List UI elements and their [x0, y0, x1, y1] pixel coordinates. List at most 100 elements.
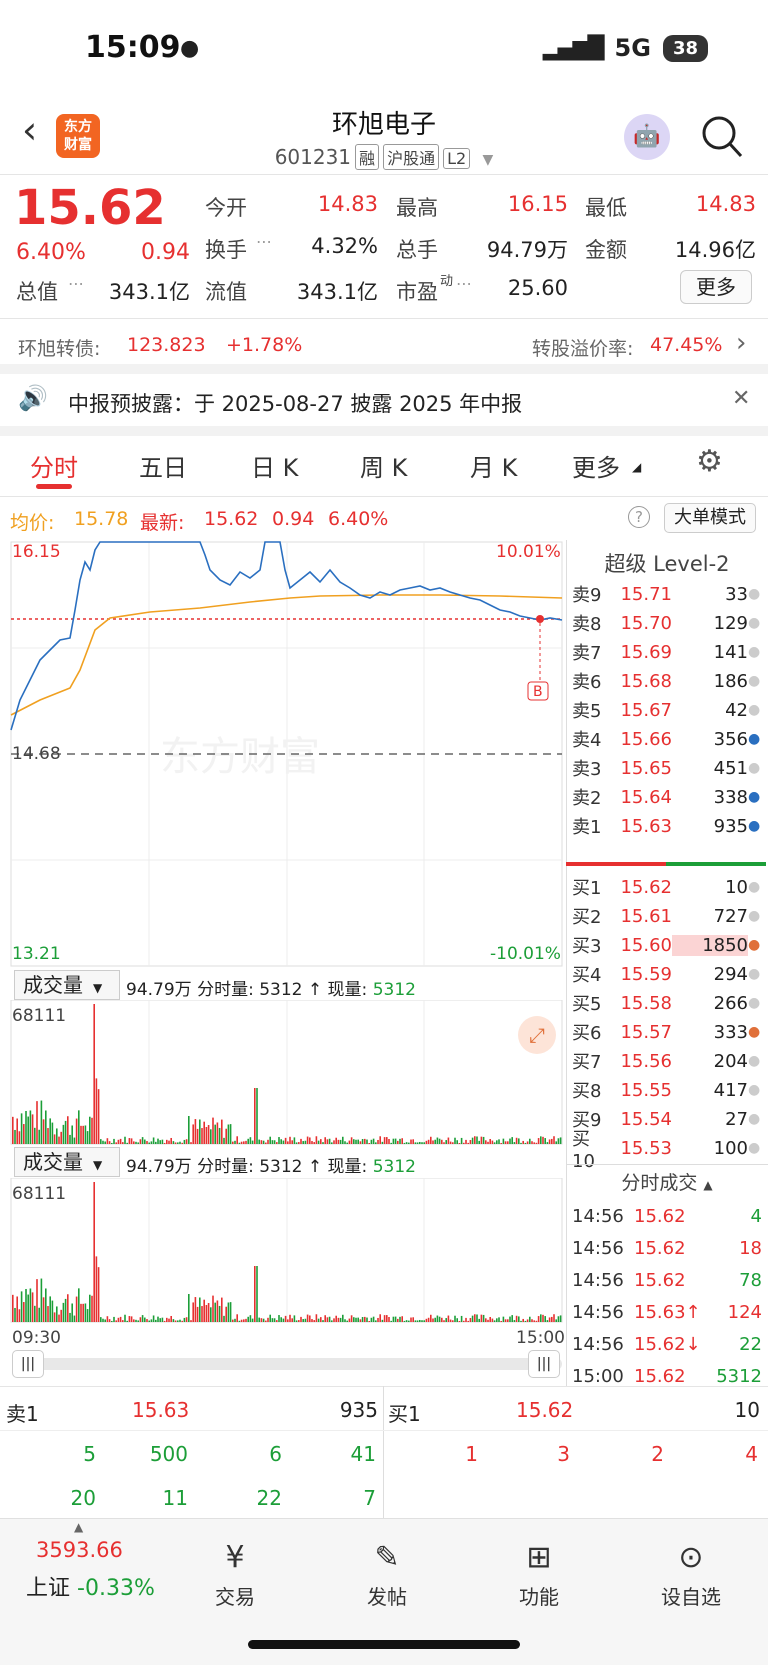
tab-more[interactable]: 更多 [572, 454, 620, 482]
stat-label: 总值 [16, 280, 58, 304]
volume-selector-2[interactable]: 成交量 ▼ [14, 1147, 120, 1177]
bid-row[interactable]: 买8 15.55 417 ● [572, 1075, 768, 1105]
volume-max: 68111 [12, 1006, 67, 1026]
trades-title[interactable]: 分时成交 ▲ [621, 1172, 713, 1194]
search-icon[interactable] [700, 114, 744, 160]
more-button[interactable]: 更多 [680, 270, 752, 304]
trade-price: 15.62 [634, 1205, 686, 1227]
depth-cell: 3 [557, 1442, 570, 1466]
trade-vol: 78 [739, 1269, 762, 1291]
nav-functions[interactable]: ⊞ 功能 [484, 1540, 594, 1610]
more-dots-icon: ⊙ [678, 1540, 704, 1575]
price-chart[interactable]: 东方财富 B [0, 540, 566, 970]
stat-label: 最高 [396, 196, 438, 220]
person-icon: ● [180, 36, 200, 61]
tab-week-k[interactable]: 周 K [360, 454, 408, 482]
bid-row[interactable]: 买6 15.57 333 ● [572, 1017, 768, 1047]
signal-icon: ▂▄▆█ [542, 35, 605, 61]
nav-post[interactable]: ✎ 发帖 [332, 1540, 442, 1610]
ask-row[interactable]: 卖6 15.68 186 ● [572, 666, 768, 696]
stock-code: 601231 [274, 145, 352, 169]
up-caret-icon: ▲ [74, 1520, 84, 1534]
nav-trade[interactable]: ¥ 交易 [180, 1540, 290, 1610]
stock-code-row[interactable]: 601231 融沪股通 L2 ▼ [0, 144, 768, 170]
ask-vol: 141 [713, 641, 748, 663]
bid-row[interactable]: 买2 15.61 727 ● [572, 901, 768, 931]
back-icon[interactable]: ‹ [22, 108, 38, 152]
ask-vol: 33 [725, 583, 748, 605]
ask-row[interactable]: 卖9 15.71 33 ● [572, 579, 768, 609]
bid-row[interactable]: 买5 15.58 266 ● [572, 988, 768, 1018]
big-order-button[interactable]: 大单模式 [664, 503, 756, 533]
expand-icon[interactable]: ⤢ [518, 1016, 556, 1054]
bid-row[interactable]: 买9 15.54 27 ● [572, 1104, 768, 1134]
bid-label: 买3 [572, 936, 602, 957]
info-icon[interactable]: ⋯ [256, 232, 272, 251]
bid-row[interactable]: 买7 15.56 204 ● [572, 1046, 768, 1076]
ask-row[interactable]: 卖8 15.70 129 ● [572, 608, 768, 638]
ask-label: 卖3 [572, 759, 602, 780]
dropdown-icon[interactable]: ▼ [482, 152, 494, 168]
gear-icon[interactable]: ⚙ [696, 444, 723, 479]
volume-info: 94.79万 分时量: 5312 ↑ 现量: 5312 [126, 980, 416, 1000]
stat-label: 最低 [585, 196, 627, 220]
trade-price: 15.62↓ [634, 1333, 701, 1355]
bid-row[interactable]: 买10 15.53 100 ● [572, 1129, 768, 1172]
ask-row[interactable]: 卖2 15.64 338 ● [572, 782, 768, 812]
bid-vol: 333 [713, 1021, 748, 1043]
time-scrollbar[interactable] [12, 1358, 562, 1370]
tab-indicator [36, 484, 72, 489]
battery-icon: 38 [662, 34, 708, 62]
scroll-handle-right[interactable]: ||| [528, 1350, 560, 1378]
premium-value: 47.45% [650, 334, 723, 356]
stat-turnover: 4.32% [311, 234, 378, 258]
stat-label: 金额 [585, 238, 627, 262]
volume-selector[interactable]: 成交量 ▼ [14, 970, 120, 1000]
bid-label: 买8 [572, 1081, 602, 1102]
notice-text[interactable]: 中报预披露：于 2025-08-27 披露 2025 年中报 [68, 392, 523, 416]
ask-price: 15.66 [620, 728, 672, 750]
bid-dot-icon: ● [748, 1082, 761, 1098]
ask-dot-icon: ● [748, 818, 761, 834]
ask-row[interactable]: 卖7 15.69 141 ● [572, 637, 768, 667]
nav-add-watchlist[interactable]: ⊙ 设自选 [636, 1540, 746, 1610]
bid-row[interactable]: 买3 15.60 1850 ● [572, 930, 768, 960]
ask-row[interactable]: 卖3 15.65 451 ● [572, 753, 768, 783]
ask-row[interactable]: 卖5 15.67 42 ● [572, 695, 768, 725]
info-icon[interactable]: ⋯ [68, 274, 84, 293]
tag-l2: L2 [443, 148, 471, 169]
tab-month-k[interactable]: 月 K [470, 454, 518, 482]
bid-dot-icon: ● [748, 937, 761, 953]
index-row[interactable]: 上证 -0.33% [26, 1576, 155, 1601]
bid-vol: 100 [713, 1137, 748, 1159]
trade-vol: 124 [727, 1301, 762, 1323]
scroll-handle-left[interactable]: ||| [12, 1350, 44, 1378]
ask-row[interactable]: 卖4 15.66 356 ● [572, 724, 768, 754]
bid-label: 买10 [572, 1128, 595, 1172]
tab-intraday[interactable]: 分时 [30, 454, 78, 482]
chevron-right-icon[interactable]: › [736, 328, 747, 358]
info-icon[interactable]: ⋯ [456, 274, 472, 293]
stat-label: 市盈 [396, 280, 438, 304]
help-icon[interactable]: ? [628, 506, 650, 528]
ask-dot-icon: ● [748, 789, 761, 805]
bid-label: 买9 [572, 1110, 602, 1131]
tab-five-day[interactable]: 五日 [139, 454, 187, 482]
depth-cell: 1 [465, 1442, 478, 1466]
level2-title[interactable]: 超级 Level-2 [604, 552, 730, 576]
trade-row: 14:56 15.62 78 [572, 1264, 762, 1296]
bid-row[interactable]: 买4 15.59 294 ● [572, 959, 768, 989]
depth-cell: 20 [70, 1486, 96, 1510]
bid-dot-icon: ● [748, 995, 761, 1011]
bid-row[interactable]: 买1 15.62 10 ● [572, 872, 768, 902]
tag-connect: 沪股通 [383, 144, 440, 170]
tab-day-k[interactable]: 日 K [251, 454, 299, 482]
bid-vol: 204 [713, 1050, 748, 1072]
volume-max-2: 68111 [12, 1184, 67, 1204]
ask-row[interactable]: 卖1 15.63 935 ● [572, 811, 768, 841]
index-value[interactable]: 3593.66 [36, 1538, 123, 1562]
stat-low: 14.83 [695, 192, 756, 216]
close-icon[interactable]: ✕ [732, 386, 751, 411]
robot-assistant-icon[interactable]: 🤖 [624, 114, 670, 160]
depth-cell: 41 [350, 1442, 376, 1466]
